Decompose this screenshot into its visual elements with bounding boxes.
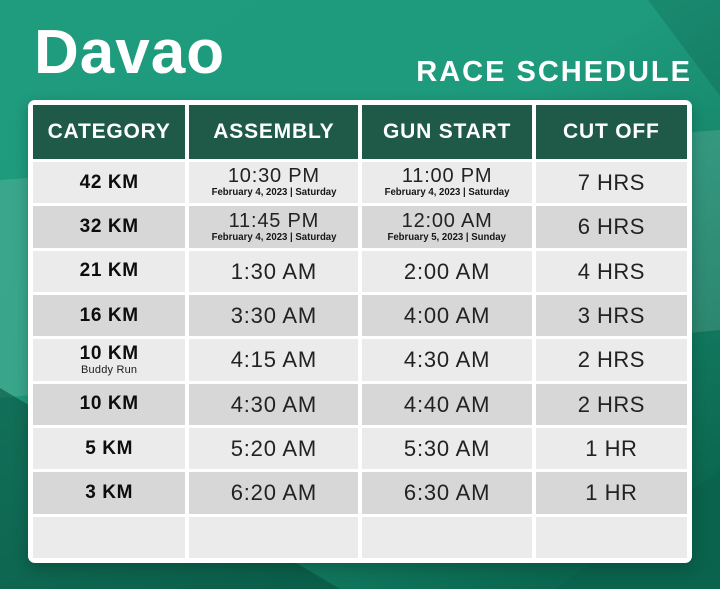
cell-gun-start: 4:30 AM [362,339,532,381]
assembly-time: 5:20 AM [230,436,318,462]
gun-start-time: 5:30 AM [403,436,491,462]
gun-start-time: 2:00 AM [403,258,491,284]
gun-start-time: 4:30 AM [403,347,491,373]
assembly-time: 10:30 PM [227,165,320,188]
cut-off-value: 1 HR [585,480,638,506]
cell-cut-off: 7 HRS [535,162,687,204]
cell-cut-off: 2 HRS [535,383,687,425]
cell-assembly: 11:45 PM February 4, 2023 | Saturday [189,206,359,248]
cell-cut-off: 6 HRS [535,206,687,248]
gun-start-time: 4:00 AM [403,303,491,329]
cut-off-value: 2 HRS [577,391,645,417]
cell-assembly: 5:20 AM [189,427,359,470]
assembly-time: 4:15 AM [230,347,318,373]
assembly-time: 6:20 AM [230,480,318,506]
cell-cut-off: 1 HR [535,427,687,470]
cell-cut-off [535,516,687,558]
gun-start-time: 11:00 PM [401,165,493,188]
category-label: 42 KM [79,171,139,193]
assembly-date: February 4, 2023 | Saturday [211,187,337,199]
cell-cut-off: 1 HR [535,472,687,514]
event-city-title: Davao [34,18,226,87]
cut-off-value: 3 HRS [577,303,645,329]
cell-category: 16 KM [33,294,186,337]
gun-start-time: 4:40 AM [403,391,491,417]
cell-gun-start: 11:00 PM February 4, 2023 | Saturday [362,162,532,204]
category-label: 10 KM [79,393,139,415]
cell-category: 3 KM [33,472,186,514]
cell-assembly: 3:30 AM [189,294,359,337]
category-label: 21 KM [79,260,139,282]
cell-gun-start: 4:00 AM [362,294,532,337]
assembly-time: 3:30 AM [230,303,318,329]
gun-start-time: 12:00 AM [401,209,493,232]
cell-gun-start: 4:40 AM [362,383,532,425]
cut-off-value: 1 HR [585,436,638,462]
gun-start-date: February 5, 2023 | Sunday [387,231,507,243]
assembly-date: February 4, 2023 | Saturday [211,231,337,243]
cell-cut-off: 3 HRS [535,294,687,337]
cell-gun-start: 2:00 AM [362,250,532,292]
cell-category: 10 KM [33,383,186,425]
cell-assembly: 1:30 AM [189,250,359,292]
assembly-time: 1:30 AM [230,258,318,284]
category-label: 16 KM [79,304,139,326]
cell-category: 42 KM [33,162,186,204]
cut-off-value: 7 HRS [577,170,645,196]
category-label: 5 KM [85,437,134,459]
column-header: GUN START [362,105,532,159]
category-label: 3 KM [85,482,134,504]
cell-category [33,516,186,558]
cell-gun-start: 5:30 AM [362,427,532,470]
gun-start-date: February 4, 2023 | Saturday [384,187,510,199]
cut-off-value: 2 HRS [577,347,645,373]
gun-start-time: 6:30 AM [403,480,491,506]
cell-category: 5 KM [33,427,186,470]
assembly-time: 4:30 AM [230,391,318,417]
cell-category: 21 KM [33,250,186,292]
cell-gun-start: 12:00 AM February 5, 2023 | Sunday [362,206,532,248]
column-header: CATEGORY [33,105,186,159]
schedule-table: CATEGORY ASSEMBLY GUN START CUT OFF 42 KM 10:… [33,105,687,558]
category-sublabel: Buddy Run [81,363,138,376]
category-label: 10 KM [79,342,139,364]
cell-assembly: 4:15 AM [189,339,359,381]
cell-assembly: 6:20 AM [189,472,359,514]
schedule-card: CATEGORY ASSEMBLY GUN START CUT OFF 42 KM 10:… [28,100,692,563]
cell-gun-start [362,516,532,558]
background-corner-facet [648,0,720,96]
column-header: ASSEMBLY [189,105,359,159]
cell-assembly: 10:30 PM February 4, 2023 | Saturday [189,162,359,204]
cut-off-value: 4 HRS [577,258,645,284]
cell-cut-off: 4 HRS [535,250,687,292]
cell-category: 32 KM [33,206,186,248]
cell-cut-off: 2 HRS [535,339,687,381]
cell-assembly: 4:30 AM [189,383,359,425]
assembly-time: 11:45 PM [228,209,320,232]
cell-gun-start: 6:30 AM [362,472,532,514]
category-label: 32 KM [79,216,139,238]
page-title: RACE SCHEDULE [416,56,692,88]
cut-off-value: 6 HRS [577,214,645,240]
cell-assembly [189,516,359,558]
cell-category: 10 KM Buddy Run [33,339,186,381]
column-header: CUT OFF [535,105,687,159]
